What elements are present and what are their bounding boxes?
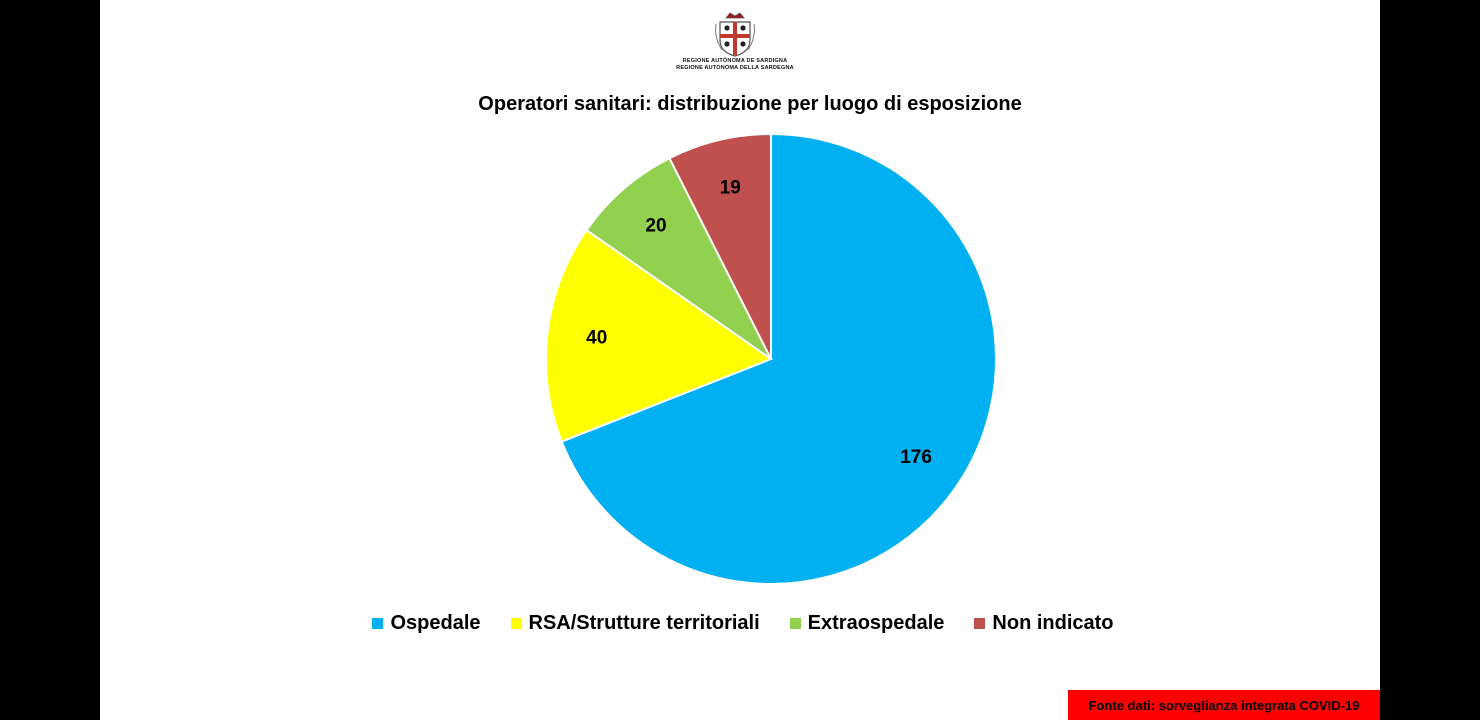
legend-label: Extraospedale bbox=[807, 612, 945, 634]
data-label-ospedale: 176 bbox=[900, 447, 932, 468]
legend-label: RSA/Strutture territoriali bbox=[528, 612, 760, 634]
legend-swatch bbox=[789, 618, 801, 629]
legend-label: Non indicato bbox=[992, 612, 1114, 634]
legend-swatch bbox=[372, 618, 384, 629]
legend-swatch bbox=[974, 618, 986, 629]
slide: REGIONE AUTÒNOMA DE SARDIGNA REGIONE AUT… bbox=[100, 0, 1380, 720]
legend-item-rsa-strutture-territoriali: RSA/Strutture territoriali bbox=[510, 612, 760, 635]
legend-item-extraospedale: Extraospedale bbox=[789, 612, 945, 635]
source-note: Fonte dati: sorveglianza integrata COVID… bbox=[1068, 690, 1380, 720]
pie-slice-rsa-strutture-territoriali bbox=[545, 228, 774, 443]
legend-item-ospedale: Ospedale bbox=[372, 612, 481, 635]
legend-swatch bbox=[510, 618, 522, 629]
region-logo: REGIONE AUTÒNOMA DE SARDIGNA REGIONE AUT… bbox=[660, 10, 810, 82]
logo-text-line1: REGIONE AUTÒNOMA DE SARDIGNA bbox=[682, 58, 788, 64]
pie-slice-non-indicato bbox=[668, 132, 772, 360]
data-label-non-indicato: 19 bbox=[720, 177, 741, 198]
pie-slice-extraospedale bbox=[585, 156, 772, 360]
pie-slice-ospedale bbox=[560, 132, 997, 585]
legend-label: Ospedale bbox=[390, 612, 481, 634]
chart-title: Operatori sanitari: distribuzione per lu… bbox=[478, 93, 1022, 115]
data-label-extraospedale: 20 bbox=[645, 215, 666, 236]
coat-of-arms-icon bbox=[715, 12, 755, 57]
legend-item-non-indicato: Non indicato bbox=[974, 612, 1114, 635]
chart-legend: Ospedale RSA/Strutture territoriali Extrao… bbox=[100, 612, 1380, 635]
pie-chart: 176 40 20 19 bbox=[545, 132, 997, 585]
data-label-rsa-strutture-territoriali: 40 bbox=[586, 328, 607, 349]
logo-text-line2: REGIONE AUTONOMA DELLA SARDEGNA bbox=[676, 65, 794, 71]
